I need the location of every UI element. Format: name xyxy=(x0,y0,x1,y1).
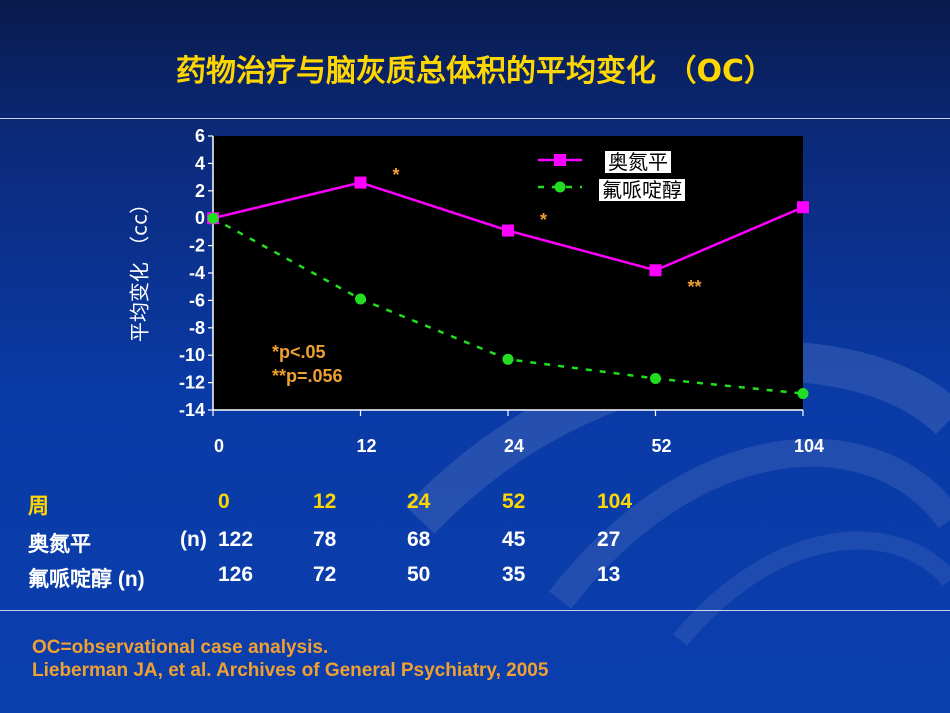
legend-swatch-marker xyxy=(554,181,566,193)
note-p05: *p<.05 xyxy=(272,342,326,362)
table-week-24: 24 xyxy=(407,490,431,513)
slide-title: 药物治疗与脑灰质总体积的平均变化 （OC） xyxy=(176,54,774,89)
x-tick-label: 52 xyxy=(651,436,671,456)
table-row-label: 氟哌啶醇 (n) xyxy=(28,568,145,591)
y-tick-label: 6 xyxy=(195,126,205,146)
y-tick-label: -6 xyxy=(189,290,205,310)
table-cell: 45 xyxy=(502,528,526,551)
data-point xyxy=(355,293,366,305)
data-point xyxy=(502,224,514,237)
table-week-52: 52 xyxy=(502,490,526,513)
x-tick-label: 12 xyxy=(356,436,376,456)
legend-swatch-marker xyxy=(554,154,566,166)
table-row-unit: (n) xyxy=(180,528,207,551)
table-header-label: 周 xyxy=(28,495,49,518)
y-tick-label: -2 xyxy=(189,236,205,256)
significance-marker: ** xyxy=(688,277,702,297)
y-tick-label: -4 xyxy=(189,263,205,283)
table-week-104: 104 xyxy=(597,490,633,513)
table-cell: 35 xyxy=(502,563,526,586)
table-cell: 72 xyxy=(313,563,337,586)
footer-note: OC=observational case analysis. xyxy=(32,637,329,658)
table-cell: 50 xyxy=(407,563,431,586)
y-tick-label: 2 xyxy=(195,181,205,201)
data-point xyxy=(502,353,514,365)
x-tick-label: 0 xyxy=(214,436,224,456)
y-axis-label: 平均变化 （cc） xyxy=(127,193,152,343)
bottom-divider xyxy=(0,610,950,611)
y-axis: 6 4 2 0 -2 -4 -6 -8 -10 -12 -14 xyxy=(179,126,214,420)
data-point xyxy=(207,212,219,224)
legend-label-haloperidol: 氟哌啶醇 xyxy=(599,179,685,201)
annotation-group: **** xyxy=(393,165,702,297)
significance-marker: * xyxy=(540,210,547,230)
data-point xyxy=(797,388,809,400)
x-axis: 0 12 24 52 104 xyxy=(212,409,824,456)
y-tick-label: 4 xyxy=(195,153,205,173)
y-tick-label: 0 xyxy=(195,208,205,228)
table-cell: 78 xyxy=(313,528,337,551)
y-tick-label: -14 xyxy=(179,400,205,420)
note-p056: **p=.056 xyxy=(272,366,343,386)
legend-label-olanzapine: 奥氮平 xyxy=(605,151,671,173)
x-tick-label: 24 xyxy=(504,436,524,456)
table-cell: 27 xyxy=(597,528,621,551)
data-point xyxy=(650,372,661,384)
x-tick-label: 104 xyxy=(794,436,824,456)
footer-citation: Lieberman JA, et al. Archives of General… xyxy=(32,660,549,681)
table-cell: 13 xyxy=(597,563,621,586)
data-point xyxy=(649,264,662,277)
data-point xyxy=(797,201,809,214)
table-cell: 126 xyxy=(218,563,254,586)
y-tick-label: -12 xyxy=(179,373,205,393)
y-tick-label: -10 xyxy=(179,345,205,365)
table-cell: 68 xyxy=(407,528,431,551)
data-point xyxy=(354,176,367,189)
series-group xyxy=(207,154,809,400)
y-tick-label: -8 xyxy=(189,318,205,338)
table-row-label: 奥氮平 xyxy=(28,533,91,556)
significance-marker: * xyxy=(393,165,400,185)
table-cell: 122 xyxy=(218,528,254,551)
table-week-0: 0 xyxy=(218,490,230,513)
table-week-12: 12 xyxy=(313,490,337,513)
top-divider xyxy=(0,118,950,119)
